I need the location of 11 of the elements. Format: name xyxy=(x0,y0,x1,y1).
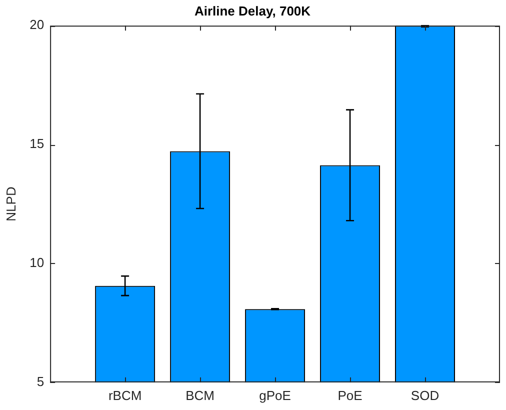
chart-title: Airline Delay, 700K xyxy=(194,3,312,18)
x-tick-label: BCM xyxy=(186,388,214,403)
x-tick-label: gPoE xyxy=(259,388,292,403)
y-axis-title: NLPD xyxy=(3,186,18,222)
y-tick-label: 20 xyxy=(30,17,44,32)
y-tick-label: 15 xyxy=(30,136,44,152)
x-tick-label: PoE xyxy=(338,388,363,403)
x-tick-label: rBCM xyxy=(108,388,142,403)
y-tick-label: 10 xyxy=(30,255,44,270)
y-tick-label: 5 xyxy=(36,374,44,389)
x-tick-label: SOD xyxy=(410,388,440,403)
